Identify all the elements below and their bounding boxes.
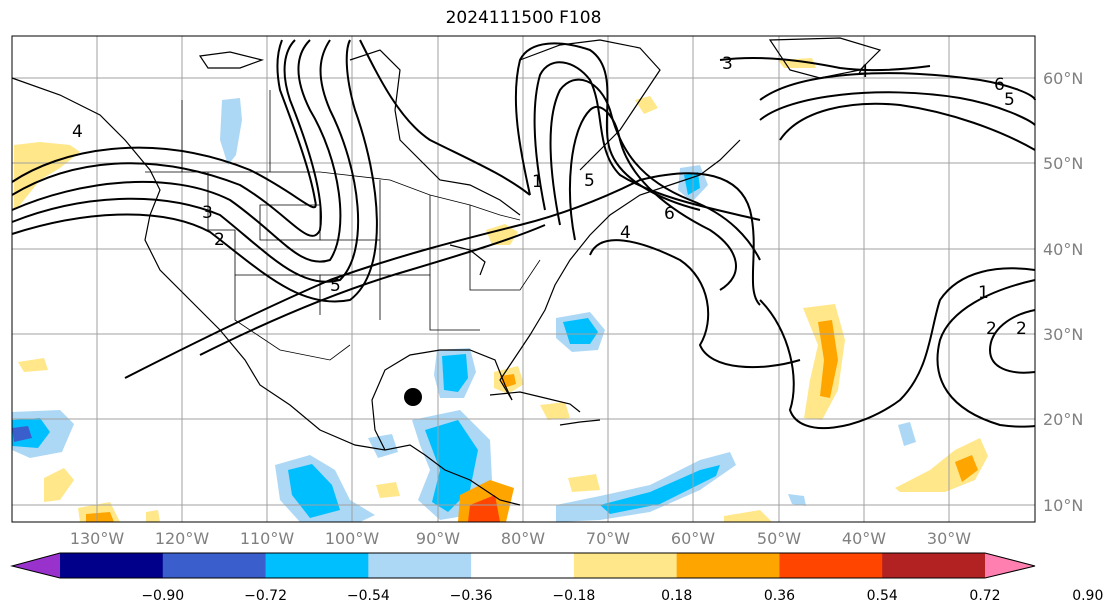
longitude-labels: 130°W 120°W 110°W 100°W 90°W 80°W 70°W 6… <box>70 529 971 548</box>
lat-label: 20°N <box>1043 410 1083 429</box>
colorbar-segment <box>265 553 369 578</box>
contour-label: 4 <box>858 62 869 82</box>
colorbar-label: 0.90 <box>1072 588 1103 604</box>
lon-label: 40°W <box>842 529 886 548</box>
colorbar-label: −0.72 <box>244 588 287 604</box>
colorbar <box>10 552 1036 579</box>
colorbar-segment <box>471 553 575 578</box>
negative-anomaly-region <box>220 98 242 165</box>
colorbar-labels: −0.90 −0.72 −0.54 −0.36 −0.18 0.18 0.36 … <box>141 588 1103 604</box>
contour-label: 1 <box>532 172 543 192</box>
colorbar-outline <box>10 552 1036 579</box>
positive-anomaly-region <box>818 320 838 398</box>
negative-anomaly-region <box>600 465 720 514</box>
contour-label: 3 <box>202 203 213 223</box>
contour-label: 5 <box>1004 90 1015 110</box>
positive-anomaly-region <box>44 468 74 502</box>
positive-anomaly-region <box>955 455 978 482</box>
lat-label: 60°N <box>1043 69 1083 88</box>
map-title: 2024111500 F108 <box>445 8 602 28</box>
positive-anomaly-region <box>500 374 516 388</box>
contour-label: 4 <box>620 223 631 243</box>
lon-label: 50°W <box>757 529 801 548</box>
contour-label: 2 <box>986 319 997 339</box>
positive-anomaly-region <box>376 482 400 498</box>
lon-label: 70°W <box>586 529 630 548</box>
lon-label: 130°W <box>70 529 125 548</box>
lon-label: 80°W <box>501 529 545 548</box>
colorbar-label: −0.54 <box>347 588 390 604</box>
colorbar-label: −0.36 <box>450 588 493 604</box>
negative-anomaly-region <box>563 318 598 344</box>
contour-label: 5 <box>584 171 595 191</box>
contour-label: 6 <box>994 75 1005 95</box>
colorbar-extend-low <box>12 553 60 578</box>
contour-lines <box>11 39 1036 430</box>
colorbar-segment <box>162 553 267 578</box>
colorbar-segment <box>368 553 472 578</box>
storm-center-marker <box>404 388 422 406</box>
lat-label: 10°N <box>1043 496 1083 515</box>
positive-anomaly-region <box>724 510 772 522</box>
negative-anomaly-region <box>788 494 806 506</box>
lat-label: 30°N <box>1043 325 1083 344</box>
negative-anomaly-region <box>684 172 700 195</box>
lon-label: 30°W <box>927 529 971 548</box>
contour-labels: 3 4 6 5 1 5 6 4 4 3 2 5 1 2 2 <box>72 54 1027 339</box>
positive-anomaly-region <box>86 512 114 522</box>
latitude-labels: 60°N 50°N 40°N 30°N 20°N 10°N <box>1043 69 1083 515</box>
colorbar-label: 0.18 <box>661 588 692 604</box>
lon-label: 60°W <box>671 529 715 548</box>
lon-label: 120°W <box>155 529 210 548</box>
lat-label: 50°N <box>1043 154 1083 173</box>
colorbar-extend-high <box>985 553 1035 578</box>
positive-anomaly-region <box>635 96 658 114</box>
contour-label: 3 <box>722 54 733 74</box>
negative-anomaly-region <box>12 418 50 448</box>
colorbar-label: 0.36 <box>764 588 795 604</box>
colorbar-segment <box>676 553 780 578</box>
colorbar-label: −0.18 <box>552 588 595 604</box>
lon-label: 90°W <box>416 529 460 548</box>
lon-label: 100°W <box>325 529 380 548</box>
positive-anomaly-region <box>568 474 600 492</box>
lon-label: 110°W <box>240 529 295 548</box>
colorbar-label: 0.72 <box>969 588 1000 604</box>
contour-label: 4 <box>72 122 83 142</box>
contour-label: 1 <box>978 283 989 303</box>
positive-anomaly-region <box>146 510 160 522</box>
negative-anomaly-region <box>898 422 916 446</box>
positive-anomaly-region <box>468 495 500 522</box>
colorbar-segment <box>882 553 986 578</box>
negative-anomaly-region <box>12 426 32 442</box>
colorbar-label: −0.90 <box>141 588 184 604</box>
colorbar-segment <box>573 553 678 578</box>
contour-label: 2 <box>214 230 225 250</box>
positive-anomaly-region <box>486 224 518 245</box>
map-frame <box>11 35 1036 523</box>
negative-anomaly-region <box>442 354 468 392</box>
positive-anomaly-region <box>18 358 48 372</box>
colorbar-label: 0.54 <box>867 588 898 604</box>
contour-label: 5 <box>330 276 341 296</box>
colorbar-segment <box>60 553 164 578</box>
colorbar-segment <box>779 553 883 578</box>
lat-label: 40°N <box>1043 240 1083 259</box>
contour-label: 6 <box>664 204 675 224</box>
positive-anomaly-region <box>540 402 570 420</box>
contour-label: 2 <box>1016 319 1027 339</box>
